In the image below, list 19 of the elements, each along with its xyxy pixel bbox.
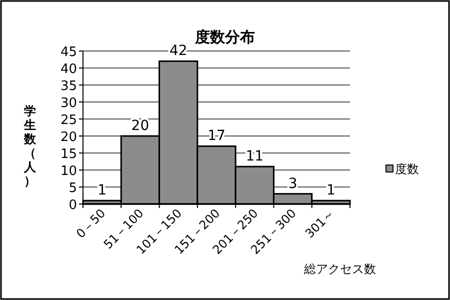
y-tick-label: 20 (60, 130, 77, 145)
chart-title: 度数分布 (194, 28, 255, 46)
y-tick-label: 40 (60, 62, 77, 77)
y-tick-label: 15 (60, 147, 77, 162)
data-label: 11 (246, 148, 264, 165)
y-tick-label: 35 (60, 79, 77, 94)
x-tick-label: 301～ (302, 206, 338, 241)
data-label: 20 (131, 118, 150, 134)
y-tick-label: 30 (60, 96, 77, 111)
y-tick-label: 0 (68, 198, 77, 213)
y-tick-label: 25 (60, 113, 77, 128)
y-tick-label: 45 (60, 45, 77, 60)
x-axis-title: 総アクセス数 (303, 262, 376, 276)
y-axis-title: 学生数（人） (23, 104, 37, 188)
legend-label: 度数 (395, 162, 419, 176)
y-tick-label: 5 (68, 181, 77, 196)
data-label: 1 (98, 182, 107, 199)
data-label: 1 (326, 182, 336, 199)
y-tick-label: 10 (60, 164, 77, 179)
